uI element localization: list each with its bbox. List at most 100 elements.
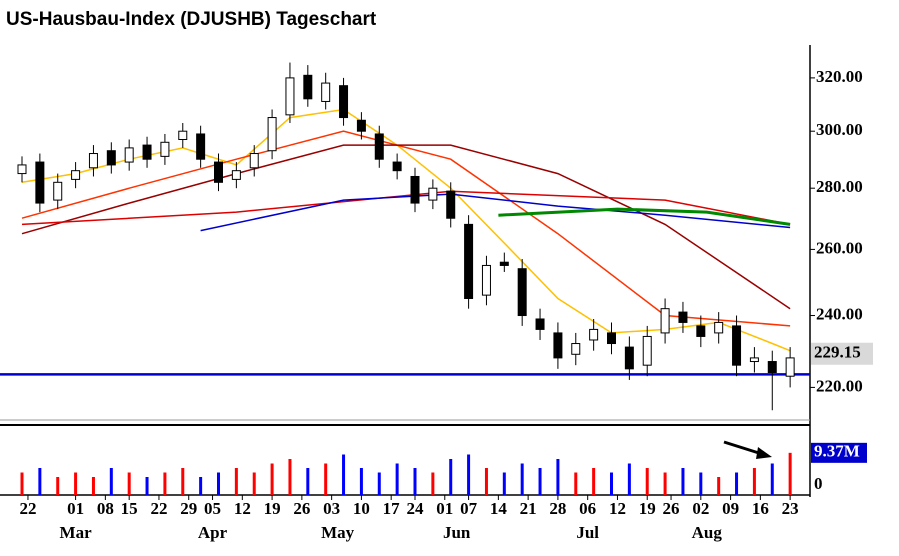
volume-bar bbox=[163, 472, 167, 495]
volume-bar bbox=[127, 472, 131, 495]
month-label: Apr bbox=[198, 523, 228, 542]
volume-bar bbox=[699, 472, 703, 495]
volume-bar bbox=[56, 477, 60, 495]
candle-body bbox=[196, 133, 206, 160]
candle-body bbox=[446, 190, 456, 219]
volume-bar bbox=[538, 468, 542, 495]
volume-bar bbox=[735, 472, 739, 495]
x-tick-label: 15 bbox=[121, 499, 138, 518]
moving-average bbox=[200, 193, 791, 232]
x-tick-label: 21 bbox=[520, 499, 537, 518]
candle-body bbox=[267, 117, 277, 152]
x-tick-label: 01 bbox=[67, 499, 84, 518]
candle-body bbox=[660, 308, 670, 334]
candle-body bbox=[17, 164, 27, 175]
candle-body bbox=[214, 161, 223, 183]
candle-body bbox=[124, 147, 134, 163]
x-tick-label: 03 bbox=[323, 499, 340, 518]
candle-body bbox=[178, 130, 188, 141]
volume-bar bbox=[359, 468, 363, 495]
x-tick-label: 05 bbox=[204, 499, 221, 518]
volume-bar bbox=[610, 472, 613, 495]
volume-bar bbox=[645, 468, 649, 495]
x-tick-label: 24 bbox=[407, 499, 425, 518]
volume-bar bbox=[788, 452, 792, 495]
candle-body bbox=[749, 357, 759, 363]
volume-bar bbox=[520, 463, 524, 495]
moving-average bbox=[21, 130, 791, 327]
volume-label-box bbox=[811, 442, 867, 463]
candle-body bbox=[714, 321, 724, 334]
last-price-box bbox=[811, 342, 873, 365]
volume-bar bbox=[449, 459, 453, 495]
x-tick-label: 22 bbox=[150, 499, 167, 518]
volume-bar bbox=[627, 463, 631, 495]
volume-bar bbox=[252, 472, 256, 495]
volume-bar bbox=[717, 477, 721, 495]
x-tick-label: 22 bbox=[19, 499, 36, 518]
candle-body bbox=[321, 82, 331, 102]
arrow-head bbox=[756, 447, 772, 459]
candle-body bbox=[142, 144, 152, 160]
candle-body bbox=[624, 346, 634, 370]
x-tick-label: 12 bbox=[234, 499, 251, 518]
volume-bar bbox=[199, 477, 203, 495]
candle-body bbox=[481, 264, 491, 296]
candle-body bbox=[499, 261, 509, 266]
volume-bar bbox=[91, 477, 95, 495]
candle-body bbox=[356, 119, 366, 132]
volume-bar bbox=[306, 468, 310, 495]
x-tick-label: 28 bbox=[549, 499, 566, 518]
candle-body bbox=[285, 77, 295, 116]
candle-body bbox=[410, 175, 420, 204]
volume-bar bbox=[467, 454, 471, 495]
candle-body bbox=[231, 170, 241, 180]
moving-average bbox=[21, 108, 791, 352]
candle-body bbox=[71, 170, 81, 180]
y-tick-label: 260.00 bbox=[816, 238, 863, 257]
volume-bar bbox=[502, 472, 506, 495]
x-tick-label: 07 bbox=[460, 499, 478, 518]
month-label: Jul bbox=[576, 523, 599, 542]
candle-body bbox=[607, 332, 616, 345]
candle-body bbox=[374, 133, 384, 160]
candle-body bbox=[785, 357, 795, 377]
volume-bar bbox=[217, 472, 220, 495]
candle-body bbox=[767, 361, 777, 374]
y-tick-label: 320.00 bbox=[816, 67, 863, 86]
candle-body bbox=[642, 335, 652, 366]
y-tick-label: 220.00 bbox=[816, 376, 863, 395]
x-tick-label: 23 bbox=[782, 499, 799, 518]
volume-bar bbox=[74, 472, 78, 495]
y-tick-label: 300.00 bbox=[816, 120, 863, 139]
volume-bar bbox=[681, 468, 685, 495]
volume-bar bbox=[38, 468, 42, 495]
candle-body bbox=[428, 187, 438, 201]
x-tick-label: 06 bbox=[579, 499, 596, 518]
x-tick-label: 01 bbox=[436, 499, 453, 518]
volume-bar bbox=[752, 468, 756, 495]
x-tick-label: 19 bbox=[639, 499, 656, 518]
moving-average bbox=[498, 207, 791, 226]
volume-bar bbox=[484, 468, 488, 495]
candle-body bbox=[553, 332, 563, 359]
moving-average bbox=[21, 144, 791, 310]
x-tick-label: 26 bbox=[293, 499, 310, 518]
x-tick-label: 17 bbox=[383, 499, 401, 518]
candle-body bbox=[732, 325, 742, 366]
candle-body bbox=[535, 318, 545, 330]
candle-body bbox=[88, 153, 98, 169]
y-tick-label: 280.00 bbox=[816, 177, 863, 196]
chart-title: US-Hausbau-Index (DJUSHB) Tageschart bbox=[6, 9, 377, 30]
volume-bar bbox=[377, 472, 381, 495]
candle-body bbox=[571, 343, 581, 355]
volume-bar bbox=[395, 463, 399, 495]
x-tick-label: 19 bbox=[264, 499, 281, 518]
candle-body bbox=[106, 150, 116, 166]
x-tick-label: 02 bbox=[692, 499, 709, 518]
volume-tick-label: 0 bbox=[814, 474, 823, 493]
candle-body bbox=[53, 181, 63, 201]
x-tick-label: 14 bbox=[490, 499, 508, 518]
month-label: Mar bbox=[60, 523, 93, 542]
volume-bar bbox=[20, 472, 24, 495]
